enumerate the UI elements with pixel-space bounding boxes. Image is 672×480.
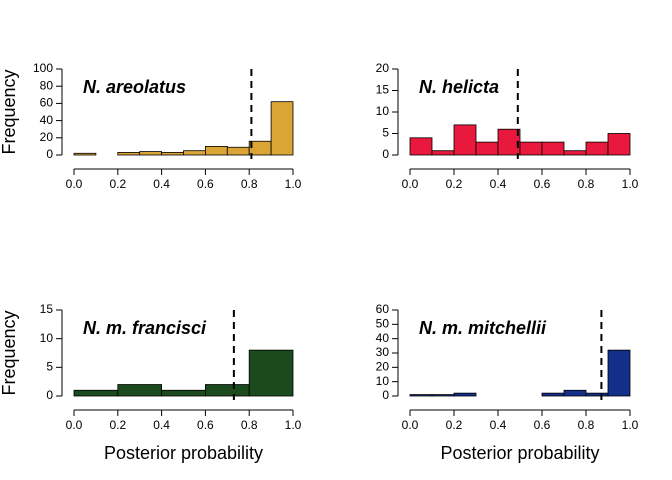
bar	[453, 124, 477, 156]
x-axis-label: Posterior probability	[104, 443, 263, 463]
bar	[270, 101, 294, 156]
y-tick-label: 20	[376, 360, 390, 374]
x-tick-label: 0.0	[402, 418, 419, 432]
bar	[161, 152, 184, 156]
bar	[563, 389, 587, 397]
x-tick-label: 0.2	[109, 177, 126, 191]
y-tick-label: 15	[376, 83, 390, 97]
x-tick-label: 0.6	[197, 177, 214, 191]
y-tick-label: 15	[40, 302, 54, 316]
y-axis-label: Frequency	[0, 69, 19, 154]
bar	[409, 394, 433, 397]
bar	[607, 349, 631, 397]
bar	[117, 384, 163, 397]
bar	[248, 140, 272, 156]
bar	[139, 151, 162, 156]
bar	[248, 349, 294, 397]
x-tick-label: 1.0	[285, 418, 302, 432]
bar	[204, 384, 250, 397]
x-tick-label: 0.6	[534, 177, 551, 191]
bar	[117, 152, 141, 156]
panel-title: N. helicta	[419, 77, 499, 97]
bar	[475, 141, 499, 156]
y-tick-label: 5	[46, 360, 53, 374]
bar	[541, 392, 565, 397]
x-tick-label: 0.2	[109, 418, 126, 432]
y-tick-label: 10	[40, 331, 54, 345]
y-tick-label: 10	[376, 104, 390, 118]
y-tick-label: 30	[376, 345, 390, 359]
y-tick-label: 80	[40, 78, 54, 92]
bar	[431, 150, 455, 156]
x-tick-label: 1.0	[285, 177, 302, 191]
x-tick-label: 1.0	[622, 177, 639, 191]
bar	[226, 146, 250, 156]
y-tick-label: 40	[376, 331, 390, 345]
y-tick-label: 20	[376, 61, 390, 75]
y-tick-label: 20	[40, 130, 54, 144]
bar	[409, 137, 433, 156]
x-tick-label: 1.0	[622, 418, 639, 432]
bar	[497, 128, 521, 156]
y-tick-label: 50	[376, 317, 390, 331]
panel-title: N. areolatus	[83, 77, 186, 97]
y-axis-label: Frequency	[0, 310, 19, 395]
x-tick-label: 0.4	[153, 177, 170, 191]
bar	[431, 394, 455, 397]
bar	[183, 150, 206, 156]
y-tick-label: 0	[46, 388, 53, 402]
bar	[519, 141, 543, 156]
y-tick-label: 100	[33, 61, 53, 75]
bar	[607, 133, 631, 156]
x-tick-label: 0.2	[446, 418, 463, 432]
x-tick-label: 0.6	[534, 418, 551, 432]
panel-title: N. m. mitchellii	[419, 318, 547, 338]
y-tick-label: 10	[376, 374, 390, 388]
y-tick-label: 0	[382, 388, 389, 402]
x-tick-label: 0.0	[66, 177, 83, 191]
bar	[453, 392, 477, 397]
y-tick-label: 0	[46, 147, 53, 161]
bar	[73, 389, 119, 397]
x-tick-label: 0.4	[490, 177, 507, 191]
x-tick-label: 0.0	[402, 177, 419, 191]
x-tick-label: 0.6	[197, 418, 214, 432]
bar	[73, 152, 97, 156]
x-tick-label: 0.0	[66, 418, 83, 432]
bar	[204, 145, 228, 156]
x-tick-label: 0.8	[241, 418, 258, 432]
y-tick-label: 60	[40, 96, 54, 110]
bar	[585, 392, 609, 397]
y-tick-label: 40	[40, 113, 54, 127]
y-tick-label: 5	[382, 126, 389, 140]
bar	[585, 141, 609, 156]
y-tick-label: 60	[376, 302, 390, 316]
x-tick-label: 0.8	[241, 177, 258, 191]
x-tick-label: 0.8	[578, 177, 595, 191]
bar	[541, 141, 565, 156]
panel-title: N. m. francisci	[83, 318, 207, 338]
bar	[161, 389, 206, 397]
x-axis-label: Posterior probability	[440, 443, 599, 463]
bar	[563, 150, 587, 156]
x-tick-label: 0.8	[578, 418, 595, 432]
x-tick-label: 0.2	[446, 177, 463, 191]
x-tick-label: 0.4	[153, 418, 170, 432]
y-tick-label: 0	[382, 147, 389, 161]
x-tick-label: 0.4	[490, 418, 507, 432]
